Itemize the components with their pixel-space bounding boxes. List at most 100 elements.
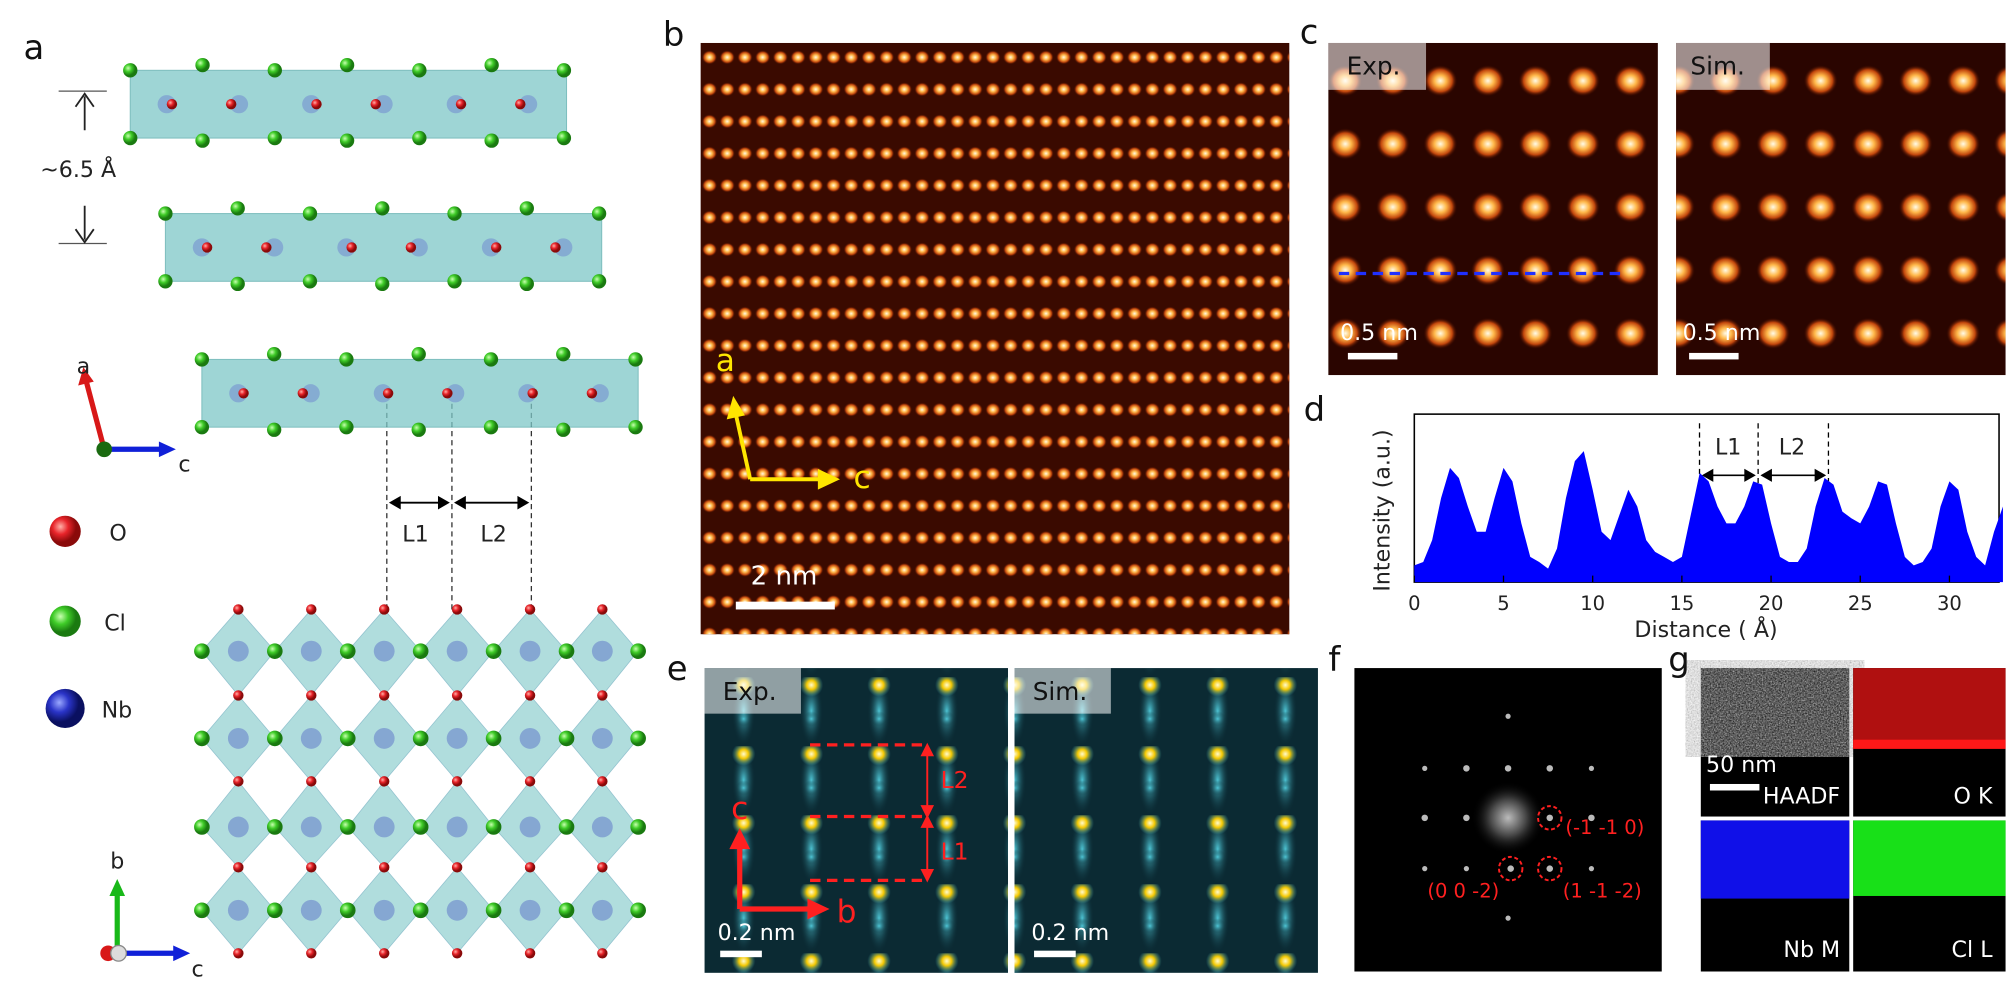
cl-atom [412,902,429,919]
nb-atom [446,640,468,662]
cl-atom [194,819,210,835]
cl-atom [630,902,646,919]
map-label: Cl L [1952,937,1994,963]
o-atom [378,862,390,873]
cl-atom [266,643,283,659]
nb-atom [265,238,284,257]
cl-atom [194,643,210,659]
nb-atom [374,95,393,114]
o-atom [451,862,463,873]
cl-atom [375,276,390,292]
cl-atom [519,276,534,292]
cl-atom [339,902,356,919]
x-tick-label: 15 [1669,592,1694,615]
nb-atom [446,727,468,749]
cl-atom [375,201,390,216]
cl-atom [339,133,355,148]
nb-atom [227,899,249,921]
cl-atom [195,133,210,148]
o-atom [597,948,608,959]
cl-atom [194,419,210,435]
nb-atom [373,727,395,749]
axis-label: c [731,791,748,827]
o-atom [201,242,213,253]
cl-atom [158,206,173,221]
cl-atom [412,130,427,146]
cl-atom [556,63,572,78]
cl-atom [230,201,245,216]
nb-atom [409,238,428,257]
panel-label: f [1328,640,1341,679]
cl-atom [339,643,356,659]
nb-atom [446,816,468,838]
o-atom [233,690,244,701]
image-label: Exp. [1347,52,1401,81]
o-atom [233,776,244,787]
x-tick-label: 30 [1937,592,1962,615]
cl-atom [194,902,210,919]
o-atom [524,604,536,615]
cl-atom [412,819,429,835]
cl-atom [266,730,283,747]
cl-atom [630,643,646,659]
o-atom [515,98,526,110]
cl-atom [485,902,502,919]
x-tick-label: 25 [1848,592,1873,615]
cl-atom [411,422,426,437]
cl-atom [123,130,138,146]
cl-atom [556,422,571,437]
nb-atom [519,899,541,921]
o-atom [370,98,381,110]
distance-label: L2 [480,522,506,548]
distance-label: L1 [402,522,428,548]
cl-atom [484,57,499,73]
scale-bar-label: 0.2 nm [1031,920,1109,946]
o-atom [306,690,317,701]
crystal-structure [123,57,646,959]
o-atom [524,776,536,787]
cl-atom [485,730,502,747]
o-atom [306,948,317,959]
intensity-profile [1414,451,2003,583]
o-atom [455,98,467,110]
cl-atom [266,347,282,362]
spot-label: (-1 -1 0) [1565,816,1644,839]
scale-bar-label: 50 nm [1706,752,1777,778]
cl-atom [339,419,354,435]
nb-atom [519,640,541,662]
o-atom [306,604,317,615]
cl-atom [483,352,499,367]
o-atom [225,98,237,110]
nb-atom [591,727,613,749]
nb-atom [300,816,322,838]
cl-atom [302,206,318,221]
o-atom [451,948,463,959]
nb-atom [446,899,468,921]
nb-atom [227,816,249,838]
nb-atom [446,384,465,403]
cl-atom [339,819,356,835]
cl-atom [558,730,575,747]
cl-atom [194,730,210,747]
cl-atom [266,902,283,919]
o-atom [550,242,561,253]
o-atom [311,98,322,110]
o-atom [597,776,608,787]
cl-atom [447,274,462,289]
legend-label: Nb [102,698,133,724]
o-atom [346,242,357,253]
cl-atom [412,63,427,78]
slab [201,358,639,428]
nb-atom [227,727,249,749]
cl-atom [591,206,607,221]
x-tick-label: 0 [1408,592,1420,615]
cl-atom [556,130,572,146]
o-atom [451,690,463,701]
panel-label: c [1300,12,1319,51]
nb-atom [518,95,538,114]
o-atom [378,948,390,959]
o-atom [597,604,608,615]
o-atom [597,862,608,873]
legend-label: Cl [104,610,126,636]
x-tick-label: 20 [1759,592,1784,615]
